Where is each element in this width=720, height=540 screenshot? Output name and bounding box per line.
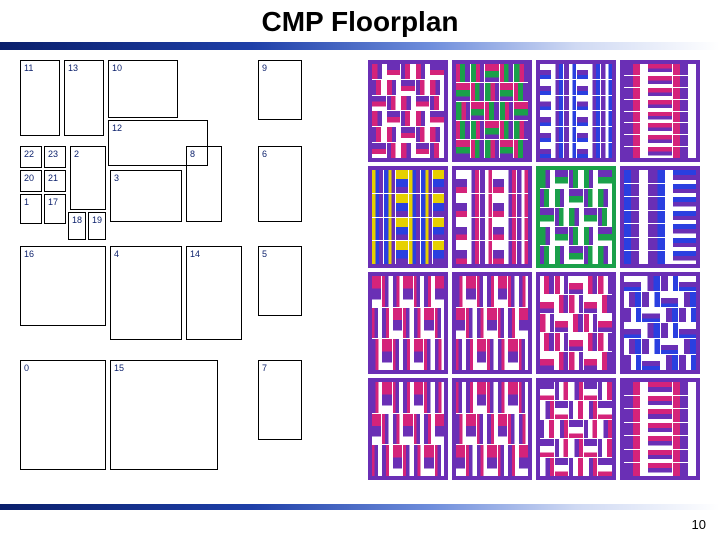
block-6: 6	[258, 146, 302, 222]
block-1: 1	[20, 194, 42, 224]
block-10: 10	[108, 60, 178, 118]
layout-tile-7	[620, 166, 700, 268]
block-21: 21	[44, 170, 66, 192]
layout-tile-6	[536, 166, 616, 268]
block-9: 9	[258, 60, 302, 120]
layout-tile-10	[536, 272, 616, 374]
page-number: 10	[686, 515, 712, 534]
layout-tile-1	[452, 60, 532, 162]
page-title: CMP Floorplan	[0, 0, 720, 38]
layout-tile-9	[452, 272, 532, 374]
title-underline	[0, 42, 720, 50]
floorplan-schematic: 11131012922232021211718193861641450157	[20, 60, 350, 480]
floorplan-layout	[368, 60, 700, 480]
layout-tile-15	[620, 378, 700, 480]
block-0: 0	[20, 360, 106, 470]
block-13: 13	[64, 60, 104, 136]
layout-tile-4	[368, 166, 448, 268]
layout-tile-3	[620, 60, 700, 162]
block-4: 4	[110, 246, 182, 340]
layout-tile-12	[368, 378, 448, 480]
block-19: 19	[88, 212, 106, 240]
block-20: 20	[20, 170, 42, 192]
footer-underline	[0, 504, 720, 510]
layout-tile-14	[536, 378, 616, 480]
layout-tile-13	[452, 378, 532, 480]
block-8: 8	[186, 146, 222, 222]
block-18: 18	[68, 212, 86, 240]
block-14: 14	[186, 246, 242, 340]
block-7: 7	[258, 360, 302, 440]
content-area: 11131012922232021211718193861641450157	[20, 60, 700, 490]
block-22: 22	[20, 146, 42, 168]
block-23: 23	[44, 146, 66, 168]
page-number-text: 10	[692, 517, 706, 532]
layout-tile-5	[452, 166, 532, 268]
title-text: CMP Floorplan	[261, 6, 458, 37]
block-11: 11	[20, 60, 60, 136]
block-3: 3	[110, 170, 182, 222]
layout-tile-8	[368, 272, 448, 374]
layout-tile-11	[620, 272, 700, 374]
layout-tile-0	[368, 60, 448, 162]
block-2: 2	[70, 146, 106, 210]
block-15: 15	[110, 360, 218, 470]
block-17: 17	[44, 194, 66, 224]
block-5: 5	[258, 246, 302, 316]
layout-tile-2	[536, 60, 616, 162]
block-16: 16	[20, 246, 106, 326]
